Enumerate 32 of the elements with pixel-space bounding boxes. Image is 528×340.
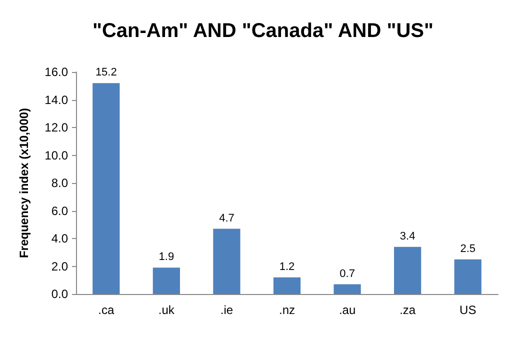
x-tick-label: .au [338, 303, 356, 317]
x-tick-label: US [460, 303, 476, 317]
bar [394, 246, 422, 294]
y-tick-label: 8.0 [51, 176, 68, 190]
y-axis-title: Frequency index (x10,000) [17, 108, 31, 258]
data-label: 3.4 [400, 230, 416, 242]
x-tick-label: .uk [158, 303, 176, 317]
bar [454, 259, 482, 294]
y-tick-label: 10.0 [44, 148, 68, 162]
bar [334, 284, 361, 294]
bar [92, 83, 120, 294]
data-label: 1.9 [158, 251, 174, 264]
y-tick-label: 4.0 [51, 232, 68, 246]
x-tick-label: .ca [98, 303, 114, 317]
x-tick-label: .nz [278, 303, 296, 317]
x-tick-label: .ie [220, 303, 234, 317]
y-tick-label: 16.0 [44, 65, 68, 79]
y-tick-label: 6.0 [51, 204, 68, 218]
chart-title: "Can-Am" AND "Canada" AND "US" [92, 20, 434, 42]
y-tick-label: 0.0 [51, 287, 68, 301]
bar [152, 268, 180, 294]
data-label: 15.2 [95, 66, 117, 79]
data-label: 0.7 [340, 268, 355, 280]
x-tick-label: .za [400, 303, 416, 317]
data-label: 2.5 [460, 242, 476, 255]
bar [273, 277, 301, 294]
y-tick-label: 12.0 [44, 120, 68, 134]
y-tick-label: 14.0 [44, 92, 68, 107]
data-label: 4.7 [219, 212, 234, 224]
y-tick-label: 2.0 [51, 259, 68, 274]
bar [213, 228, 240, 294]
data-label: 1.2 [279, 260, 295, 273]
